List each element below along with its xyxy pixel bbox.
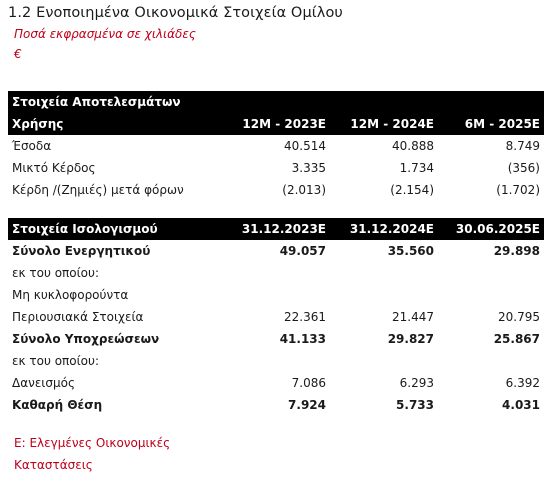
footnote-line-2: Καταστάσεις [14,458,93,472]
results-header-label: Χρήσης [12,117,64,131]
row-value: 5.733 [396,398,434,412]
table-row: Σύνολο Ενεργητικού 49.057 35.560 29.898 [8,240,544,262]
results-column-header-row: Χρήσης 12M - 2023E 12M - 2024E 6M - 2025… [8,113,544,135]
results-table: Στοιχεία Αποτελεσμάτων Χρήσης 12M - 2023… [8,91,544,201]
row-value: 7.086 [291,376,326,390]
row-value: 29.898 [493,244,540,258]
row-value: 6.293 [399,376,434,390]
table-row: Μη κυκλοφορούντα [8,284,544,306]
row-value: 40.888 [392,139,434,153]
table-row: Μικτό Κέρδος 3.335 1.734 (356) [8,157,544,179]
row-label: εκ του οποίου: [12,354,99,368]
balance-column-header: 31.12.2024E [349,222,434,236]
row-value: 35.560 [387,244,434,258]
table-row: Κέρδη /(Ζημιές) μετά φόρων (2.013) (2.15… [8,179,544,201]
row-value: 41.133 [279,332,326,346]
row-value: (2.013) [282,183,326,197]
row-label: Σύνολο Υποχρεώσεων [12,332,160,346]
row-label: Κέρδη /(Ζημιές) μετά φόρων [12,183,184,197]
row-value: 29.827 [387,332,434,346]
table-row: Δανεισμός 7.086 6.293 6.392 [8,372,544,394]
table-row: Καθαρή Θέση 7.924 5.733 4.031 [8,394,544,416]
table-row: εκ του οποίου: [8,350,544,372]
row-label: εκ του οποίου: [12,266,99,280]
row-value: 7.924 [288,398,326,412]
balance-column-header-row: Στοιχεία Ισολογισμού 31.12.2023E 31.12.2… [8,218,544,240]
page-title: 1.2 Ενοποιημένα Οικονομικά Στοιχεία Ομίλ… [8,5,343,21]
row-value: 6.392 [505,376,540,390]
results-column-header: 6M - 2025E [464,117,540,131]
row-value: 1.734 [399,161,434,175]
footnote-line-1: Ε: Ελεγμένες Οικονομικές [14,436,171,450]
table-row: Περιουσιακά Στοιχεία 22.361 21.447 20.79… [8,306,544,328]
row-label: Δανεισμός [12,376,75,390]
results-section-header: Στοιχεία Αποτελεσμάτων [8,91,544,113]
row-label: Περιουσιακά Στοιχεία [12,310,144,324]
results-column-header: 12M - 2024E [350,117,434,131]
table-row: Σύνολο Υποχρεώσεων 41.133 29.827 25.867 [8,328,544,350]
row-value: 21.447 [392,310,434,324]
results-column-header: 12M - 2023E [242,117,326,131]
row-label: Μη κυκλοφορούντα [12,288,129,302]
row-value: 20.795 [498,310,540,324]
table-row: εκ του οποίου: [8,262,544,284]
row-label: Καθαρή Θέση [12,398,103,412]
row-value: 8.749 [505,139,540,153]
currency-note: € [14,47,22,61]
row-value: 4.031 [502,398,540,412]
units-note: Ποσά εκφρασμένα σε χιλιάδες [14,27,196,41]
row-label: Έσοδα [12,139,52,153]
row-value: 49.057 [279,244,326,258]
row-label: Σύνολο Ενεργητικού [12,244,151,258]
balance-table: Στοιχεία Ισολογισμού 31.12.2023E 31.12.2… [8,218,544,416]
results-section-title: Στοιχεία Αποτελεσμάτων [12,95,181,109]
row-label: Μικτό Κέρδος [12,161,96,175]
balance-column-header: 31.12.2023E [241,222,326,236]
row-value: 25.867 [493,332,540,346]
row-value: (2.154) [390,183,434,197]
row-value: (356) [507,161,540,175]
table-row: Έσοδα 40.514 40.888 8.749 [8,135,544,157]
balance-section-title: Στοιχεία Ισολογισμού [12,222,158,236]
balance-column-header: 30.06.2025E [455,222,540,236]
row-value: 22.361 [284,310,326,324]
row-value: (1.702) [496,183,540,197]
row-value: 40.514 [284,139,326,153]
row-value: 3.335 [291,161,326,175]
